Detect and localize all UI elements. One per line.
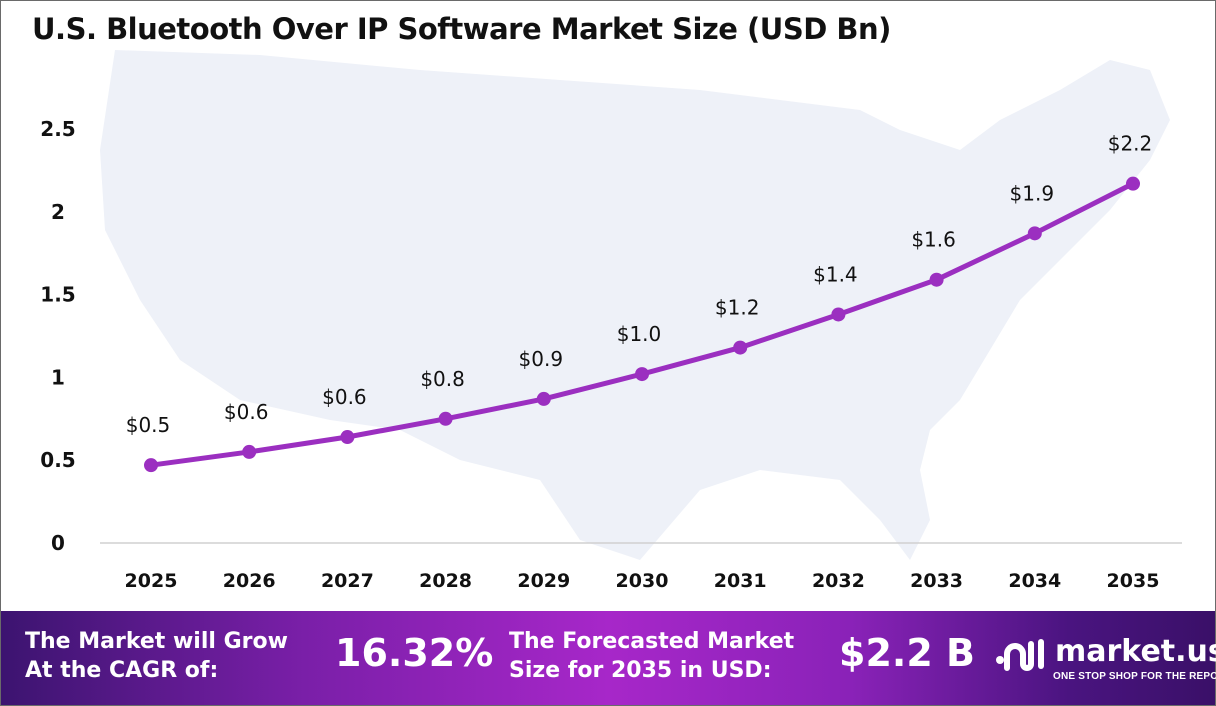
x-tick-label: 2029	[517, 570, 570, 592]
data-label: $1.4	[813, 262, 858, 286]
cagr-label-line2: At the CAGR of:	[25, 658, 219, 683]
y-tick-label: 0	[51, 531, 65, 555]
forecast-label-line1: The Forecasted Market	[509, 629, 795, 654]
x-tick-label: 2030	[616, 570, 669, 592]
data-point	[1126, 176, 1140, 191]
x-tick-label: 2035	[1107, 570, 1160, 592]
data-point	[340, 430, 355, 445]
data-point	[831, 307, 846, 322]
data-point	[929, 272, 944, 287]
footer-banner: The Market will Grow At the CAGR of: 16.…	[1, 611, 1216, 705]
x-tick-label: 2031	[714, 570, 767, 592]
y-tick-label: 0.5	[40, 448, 75, 472]
data-label: $2.2	[1108, 132, 1153, 156]
x-tick-label: 2027	[321, 570, 374, 592]
chart-title: U.S. Bluetooth Over IP Software Market S…	[32, 12, 891, 46]
x-tick-label: 2032	[812, 570, 865, 592]
y-tick-label: 1	[51, 365, 65, 389]
forecast-label-line2: Size for 2035 in USD:	[509, 658, 772, 683]
data-label: $0.6	[224, 400, 269, 424]
data-label: $0.8	[420, 367, 465, 391]
line-chart: 0 0.5 1 1.5 2 2.5 2025 2026 2027 2028 2029 2030 203…	[40, 50, 1182, 592]
brand-tagline: ONE STOP SHOP FOR THE REPORTS	[1053, 671, 1216, 682]
forecast-label: The Forecasted Market Size for 2035 in U…	[509, 627, 794, 685]
data-label: $1.9	[1010, 181, 1055, 205]
data-point	[536, 391, 551, 406]
x-tick-label: 2026	[223, 570, 276, 592]
data-label: $0.5	[126, 413, 171, 437]
data-label: $0.9	[519, 347, 564, 371]
data-label: $0.6	[322, 385, 367, 409]
y-tick-label: 1.5	[40, 283, 75, 307]
x-tick-label: 2025	[125, 570, 178, 592]
brand-name: market.us	[1055, 634, 1216, 669]
cagr-value: 16.32%	[335, 631, 494, 675]
data-label: $1.6	[911, 228, 956, 252]
cagr-label: The Market will Grow At the CAGR of:	[25, 627, 288, 685]
data-point	[438, 411, 453, 426]
x-tick-label: 2034	[1008, 570, 1061, 592]
x-tick-label: 2028	[419, 570, 472, 592]
data-label: $1.0	[617, 322, 662, 346]
data-point	[1027, 226, 1042, 241]
y-tick-label: 2.5	[40, 117, 75, 141]
data-label: $1.2	[715, 296, 760, 320]
data-point	[733, 340, 748, 355]
cagr-label-line1: The Market will Grow	[25, 629, 288, 654]
data-point	[242, 444, 257, 459]
market-us-logo: market.us ONE STOP SHOP FOR THE REPORTS	[995, 634, 1216, 682]
forecast-value: $2.2 B	[839, 631, 975, 675]
data-point	[635, 367, 649, 382]
data-point	[144, 458, 158, 473]
market-us-logo-icon	[996, 639, 1044, 671]
x-tick-label: 2033	[910, 570, 963, 592]
y-tick-label: 2	[51, 200, 65, 224]
us-map-background	[100, 50, 1170, 560]
